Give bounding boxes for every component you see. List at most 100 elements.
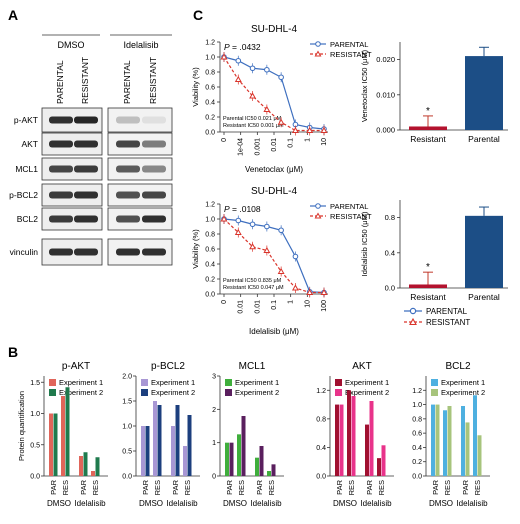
y-tick-label: 0.4 bbox=[205, 100, 215, 107]
ic50-parental: Parental IC50 0.021 μM bbox=[223, 116, 282, 122]
bar bbox=[61, 396, 65, 476]
blot-band bbox=[49, 191, 73, 199]
y-tick-label: 1 bbox=[212, 440, 216, 447]
y-tick-label: 0.2 bbox=[205, 115, 215, 122]
legend-marker-resistant bbox=[314, 212, 322, 219]
y-tick-label: 2.0 bbox=[122, 374, 132, 381]
bar bbox=[157, 405, 162, 476]
y-tick-label: 1.0 bbox=[30, 411, 40, 418]
bar bbox=[187, 415, 192, 476]
y-tick-label: 0.6 bbox=[412, 431, 422, 438]
category-label: RES bbox=[91, 480, 100, 495]
group-label-dmso: DMSO bbox=[333, 499, 357, 508]
bar bbox=[465, 422, 470, 476]
data-point bbox=[306, 126, 314, 133]
bar bbox=[377, 458, 381, 476]
blot-band bbox=[49, 140, 73, 148]
bar-parental bbox=[465, 215, 503, 288]
data-point bbox=[249, 65, 256, 72]
curve-legend-bottom: PARENTAL RESISTANT bbox=[404, 307, 470, 327]
legend-swatch bbox=[49, 379, 56, 386]
y-tick-label: 0.0 bbox=[205, 130, 215, 137]
category-label: Resistant bbox=[410, 134, 446, 144]
category-label: Resistant bbox=[410, 292, 446, 302]
x-tick-label: 0 bbox=[221, 138, 228, 142]
blot-band bbox=[142, 248, 166, 256]
chart-title: p-AKT bbox=[62, 361, 90, 372]
legend-label: Experiment 1 bbox=[441, 378, 485, 387]
group-label-idelalisib: Idelalisib bbox=[456, 499, 488, 508]
y-tick-label: 0.6 bbox=[205, 85, 215, 92]
bar bbox=[365, 424, 369, 476]
bar bbox=[431, 404, 435, 476]
data-point bbox=[249, 221, 256, 228]
y-tick-label: 0.0 bbox=[122, 474, 132, 481]
legend-swatch bbox=[431, 389, 438, 396]
blot-band bbox=[116, 191, 140, 199]
protein-quantification-panel: p-AKT 0.0 0.5 1.0 1.5 Protein quantification E… bbox=[17, 361, 490, 508]
y-tick-label: 0.4 bbox=[412, 445, 422, 452]
legend-label-parental: PARENTAL bbox=[330, 40, 368, 49]
legend-resistant-label: RESISTANT bbox=[426, 318, 470, 327]
bar bbox=[141, 426, 145, 476]
group-label-idelalisib: Idelalisib bbox=[166, 499, 198, 508]
blot-band bbox=[116, 140, 140, 148]
x-tick-label: 100 bbox=[321, 300, 328, 312]
y-tick-label: 0.5 bbox=[122, 449, 132, 456]
category-label: PAR bbox=[431, 479, 440, 494]
data-point bbox=[306, 288, 314, 295]
chart-title: p-BCL2 bbox=[151, 361, 185, 372]
category-label: RES bbox=[267, 480, 276, 495]
blot-row-label: BCL2 bbox=[17, 214, 39, 224]
y-tick-label: 3 bbox=[212, 374, 216, 381]
y-tick-label: 0.000 bbox=[376, 126, 395, 135]
group-label-dmso: DMSO bbox=[429, 499, 453, 508]
western-blot-panel: DMSO Idelalisib PARENTAL RESISTANT PARENTAL R… bbox=[9, 34, 173, 266]
x-tick-label: 1e-04 bbox=[238, 138, 245, 156]
panel-b-label: B bbox=[8, 344, 18, 360]
x-tick-label: 0.01 bbox=[271, 138, 278, 152]
blot-band bbox=[74, 248, 98, 256]
y-tick-label: 0.2 bbox=[412, 459, 422, 466]
blot-band bbox=[116, 116, 140, 124]
panel-a-label: A bbox=[8, 7, 18, 23]
category-label: RES bbox=[153, 480, 162, 495]
y-tick-label: 0.4 bbox=[316, 445, 326, 452]
venetoclax-ic50-chart: 0.000 0.010 0.020 Venetoclax IC50 (μM) Resis… bbox=[360, 42, 508, 144]
y-tick-label: 0.020 bbox=[376, 55, 395, 64]
blot-row-label: MCL1 bbox=[15, 164, 38, 174]
blot-band bbox=[142, 191, 166, 199]
y-tick-label: 0.8 bbox=[205, 232, 215, 239]
bar-resistant bbox=[409, 284, 447, 288]
data-point bbox=[234, 75, 242, 82]
data-point bbox=[220, 215, 228, 222]
category-label: RES bbox=[61, 480, 70, 495]
data-point bbox=[278, 74, 284, 81]
panel-c-label: C bbox=[193, 7, 203, 23]
bar bbox=[259, 446, 264, 476]
blot-band bbox=[74, 140, 98, 148]
bar bbox=[53, 413, 58, 476]
legend-label: Experiment 2 bbox=[441, 388, 485, 397]
legend-marker-parental bbox=[315, 41, 321, 47]
group-label-idelalisib: Idelalisib bbox=[360, 499, 392, 508]
y-tick-label: 0 bbox=[212, 474, 216, 481]
data-point bbox=[235, 57, 242, 64]
data-point bbox=[220, 53, 228, 60]
bar bbox=[237, 434, 241, 476]
y-tick-label: 0.8 bbox=[412, 416, 422, 423]
category-label: RES bbox=[473, 480, 482, 495]
category-label: Parental bbox=[468, 134, 500, 144]
bar bbox=[473, 395, 477, 476]
x-tick-label: 0.1 bbox=[271, 300, 278, 310]
group-label-dmso: DMSO bbox=[58, 40, 85, 50]
ic50-resistant: Resistant IC50 0.047 μM bbox=[223, 285, 284, 291]
bar bbox=[79, 456, 83, 476]
group-label-dmso: DMSO bbox=[47, 499, 71, 508]
legend-label: Experiment 1 bbox=[151, 378, 195, 387]
venetoclax-viability-chart: SU-DHL-4 0.0 0.2 0.4 0.6 0.8 1.0 1.2 Viability (… bbox=[191, 24, 372, 174]
blot-band bbox=[142, 140, 166, 148]
data-point bbox=[291, 284, 299, 291]
legend-swatch bbox=[141, 389, 148, 396]
